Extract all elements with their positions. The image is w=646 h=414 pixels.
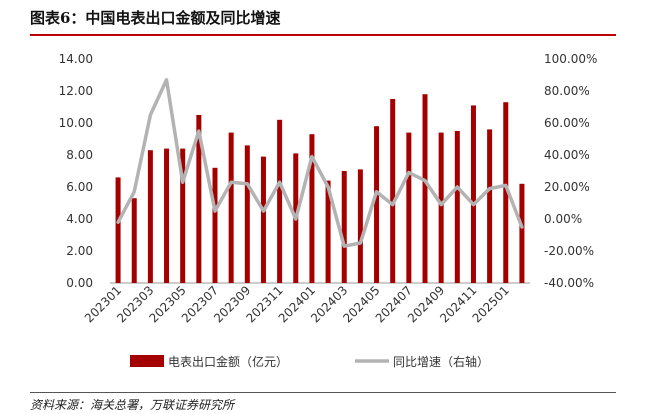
growth-line: [116, 78, 524, 248]
source-note: 资料来源：海关总署，万联证券研究所: [30, 398, 235, 412]
left-axis-tick-label: 14.00: [59, 52, 93, 66]
legend-bar-label: 电表出口金额（亿元）: [168, 354, 288, 369]
right-axis-tick-label: -20.00%: [544, 244, 594, 258]
bar: [147, 150, 153, 283]
bar: [180, 148, 186, 283]
right-axis-tick-label: -40.00%: [544, 276, 594, 290]
chart: 0.00 2.00 4.00 6.00 8.00 10.00 12.00 14.00 -40.0…: [59, 52, 598, 369]
right-axis-tick-label: 20.00%: [544, 180, 590, 194]
bar: [406, 132, 412, 283]
bar: [487, 129, 493, 283]
bar: [374, 126, 380, 283]
bar: [164, 148, 170, 283]
bar: [131, 198, 137, 283]
right-axis-tick-label: 60.00%: [544, 116, 590, 130]
left-axis-tick-label: 12.00: [59, 84, 93, 98]
bar: [390, 99, 396, 283]
legend-bar-swatch: [130, 355, 164, 367]
right-axis-tick-label: 40.00%: [544, 148, 590, 162]
left-axis-tick-label: 8.00: [66, 148, 93, 162]
bar: [470, 105, 476, 284]
bar: [277, 119, 283, 283]
bar: [115, 177, 121, 283]
bar: [503, 102, 509, 283]
left-axis-tick-label: 2.00: [66, 244, 93, 258]
bar: [454, 131, 460, 283]
right-axis-tick-label: 80.00%: [544, 84, 590, 98]
source-bar: 资料来源：海关总署，万联证券研究所: [30, 392, 616, 413]
bar: [357, 169, 363, 283]
bar: [422, 94, 428, 283]
chart-title: 图表6：中国电表出口金额及同比增速: [30, 9, 281, 27]
right-axis-tick-label: 0.00%: [544, 212, 582, 226]
bar: [309, 134, 315, 283]
bar: [325, 180, 331, 283]
right-axis-tick-label: 100.00%: [544, 52, 597, 66]
left-axis-tick-label: 0.00: [66, 276, 93, 290]
bar: [212, 167, 218, 283]
bar: [519, 183, 525, 283]
bar: [260, 156, 266, 283]
bar: [196, 115, 202, 283]
left-axis-tick-label: 4.00: [66, 212, 93, 226]
bar: [244, 145, 250, 283]
bar: [228, 132, 234, 283]
title-bar: 图表6：中国电表出口金额及同比增速: [30, 0, 616, 36]
left-axis-tick-label: 6.00: [66, 180, 93, 194]
legend-line-label: 同比增速（右轴）: [393, 354, 489, 369]
bar: [438, 132, 444, 283]
left-axis-tick-label: 10.00: [59, 116, 93, 130]
bar: [341, 171, 347, 283]
